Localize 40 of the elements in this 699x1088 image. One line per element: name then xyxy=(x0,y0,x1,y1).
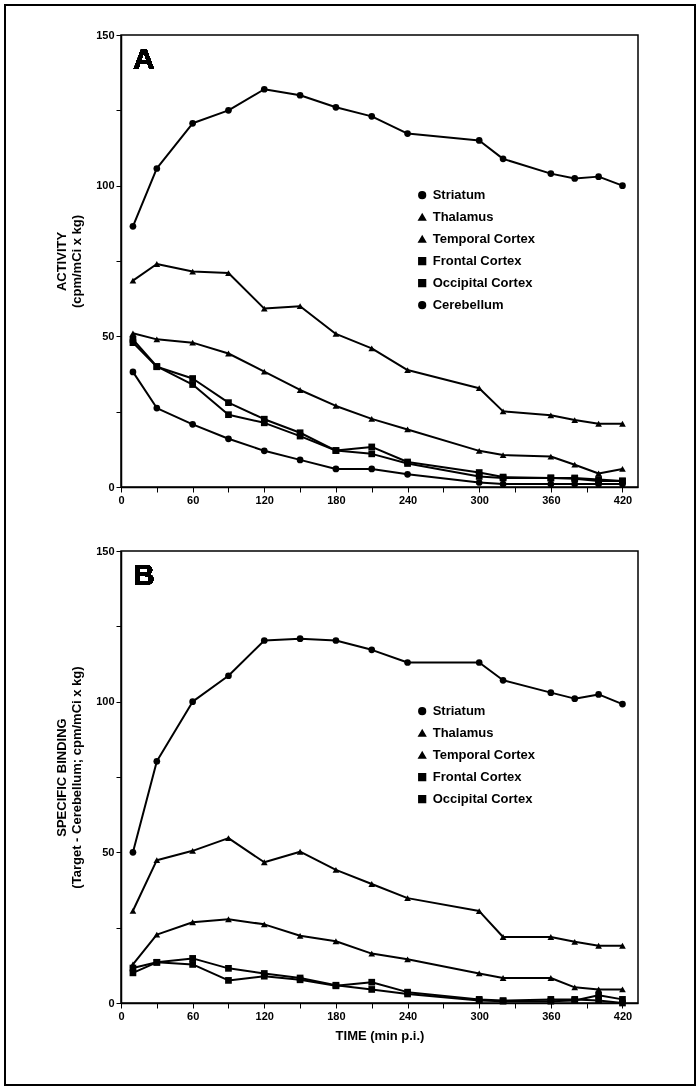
x-tick-label: 180 xyxy=(327,493,346,506)
legend-label: Frontal Cortex xyxy=(432,769,523,785)
legend-label: Thalamus xyxy=(432,209,494,225)
y-tick-label: 50 xyxy=(102,329,115,342)
legend-label: Occipital Cortex xyxy=(432,275,534,291)
x-axis-title: TIME (min p.i.) xyxy=(335,1027,425,1043)
legend-label: Frontal Cortex xyxy=(432,253,523,269)
annotation: A xyxy=(133,42,155,75)
x-tick-label: 120 xyxy=(255,1009,274,1022)
x-tick-label: 360 xyxy=(542,493,561,506)
y-tick-label: 100 xyxy=(96,695,115,708)
legend-label: Cerebellum xyxy=(432,297,504,313)
y-tick-label: 150 xyxy=(96,28,115,41)
y-tick-label: 0 xyxy=(108,996,115,1009)
legend-label: Thalamus xyxy=(432,725,494,741)
legend-label: Occipital Cortex xyxy=(432,791,534,807)
y-tick-label: 100 xyxy=(96,179,115,192)
legend-label: Striatum xyxy=(432,187,486,203)
annotation: B xyxy=(133,558,155,591)
x-tick-label: 300 xyxy=(470,493,489,506)
x-tick-label: 240 xyxy=(398,1009,418,1022)
x-tick-label: 180 xyxy=(327,1009,346,1022)
y-axis-title: ACTIVITY (cpm/mCi x kg) xyxy=(54,214,85,309)
legend-label: Temporal Cortex xyxy=(432,747,536,763)
y-tick-label: 150 xyxy=(96,544,115,557)
y-tick-label: 50 xyxy=(102,845,115,858)
x-tick-label: 120 xyxy=(255,493,274,506)
x-tick-label: 360 xyxy=(542,1009,561,1022)
x-tick-label: 420 xyxy=(613,493,633,506)
x-tick-label: 0 xyxy=(118,1009,125,1022)
legend-label: Temporal Cortex xyxy=(432,231,536,247)
y-tick-label: 0 xyxy=(108,480,115,493)
x-tick-label: 60 xyxy=(187,493,200,506)
legend-label: Striatum xyxy=(432,703,486,719)
x-tick-label: 420 xyxy=(613,1009,633,1022)
x-tick-label: 300 xyxy=(470,1009,489,1022)
x-tick-label: 60 xyxy=(187,1009,200,1022)
x-tick-label: 0 xyxy=(118,493,125,506)
y-axis-title: SPECIFIC BINDING (Target - Cerebellum; cpm/mCi x kg) xyxy=(54,666,85,889)
x-tick-label: 240 xyxy=(398,493,418,506)
